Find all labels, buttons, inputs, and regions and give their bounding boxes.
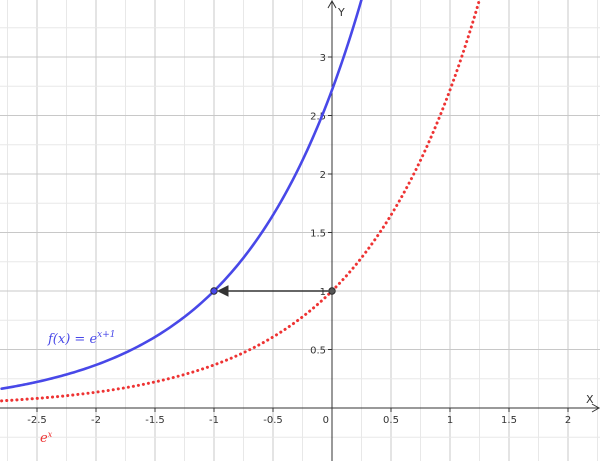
x-tick-label: -2.5 — [27, 415, 47, 426]
x-tick-label: 1.5 — [501, 415, 517, 426]
y-tick-label: 2 — [320, 170, 326, 181]
y-tick-label: 2.5 — [310, 112, 326, 123]
x-axis-arrowhead — [591, 403, 600, 413]
curve-1 — [0, 0, 481, 403]
y-axis-arrowhead — [327, 0, 337, 9]
curve-label-f: f(x) = ex+1 — [47, 330, 115, 347]
tick-labels: -2.5 -2 -1.5 -1 -0.5 0 0.5 1 1.5 2 0.5 1 1.5 2 2.5 3 — [27, 53, 571, 426]
x-tick-label: 0.5 — [383, 415, 399, 426]
y-axis-label: Y — [337, 6, 345, 19]
curves — [0, 0, 481, 403]
curve-label-ex-main: e — [40, 431, 48, 446]
x-tick-label: -1.5 — [145, 415, 165, 426]
x-axis-label: X — [586, 393, 594, 406]
x-tick-label: 1 — [447, 415, 453, 426]
arrow-group — [216, 285, 328, 297]
curve-label-ex-sup: x — [48, 430, 53, 439]
curve-label-f-sup: x+1 — [97, 330, 115, 340]
x-tick-label: -2 — [91, 415, 101, 426]
point-1 — [328, 287, 336, 295]
curve-label-f-main: f(x) = e — [47, 332, 97, 347]
x-tick-label: 0 — [323, 415, 329, 426]
curve-label-ex: ex — [40, 430, 53, 446]
y-tick-label: 0.5 — [310, 346, 326, 357]
points — [210, 287, 336, 295]
arrow-head — [216, 285, 229, 297]
curve-0 — [0, 0, 363, 390]
y-tick-label: 3 — [320, 53, 326, 64]
x-tick-label: -1 — [209, 415, 219, 426]
x-tick-label: -0.5 — [263, 415, 283, 426]
y-tick-label: 1 — [320, 287, 326, 298]
y-tick-label: 1.5 — [310, 229, 326, 240]
x-tick-label: 2 — [565, 415, 571, 426]
point-0 — [210, 287, 218, 295]
